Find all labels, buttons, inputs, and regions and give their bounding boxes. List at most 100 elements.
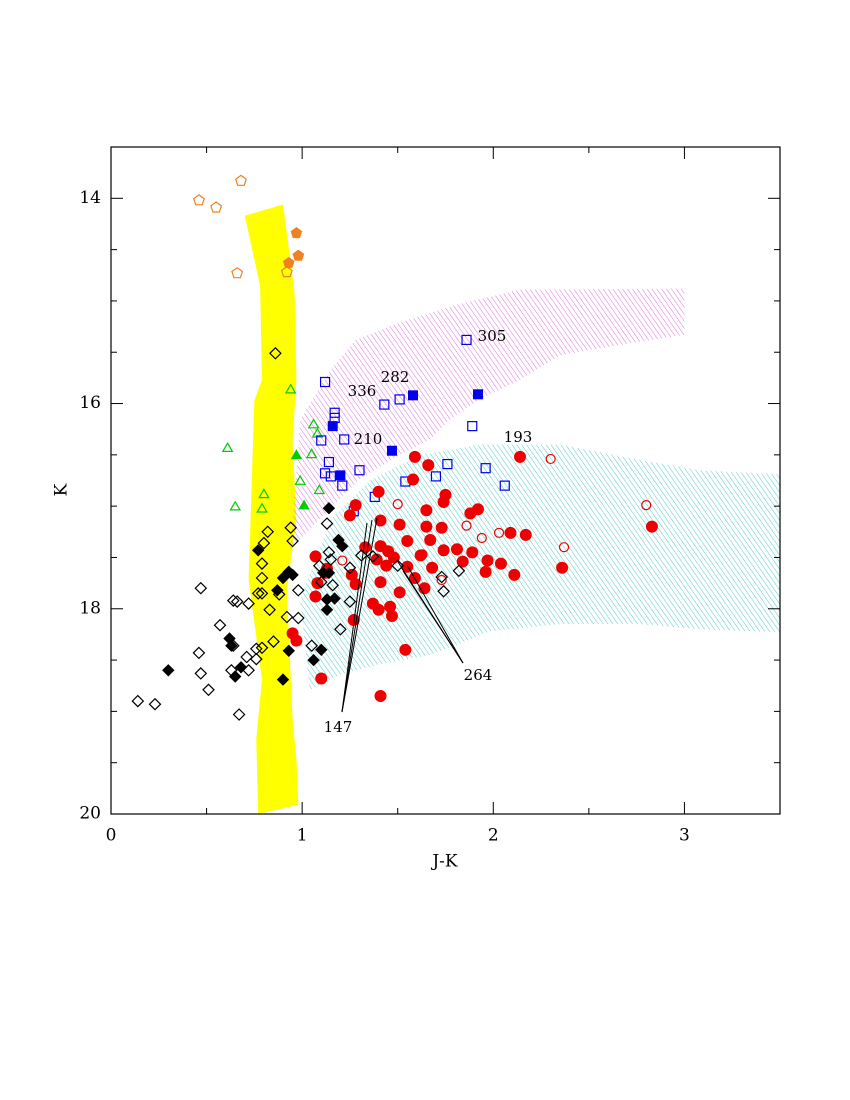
point [284, 383, 297, 394]
point [641, 500, 652, 511]
point [292, 249, 305, 261]
point [314, 575, 328, 589]
x-tick-label: 0 [106, 826, 117, 846]
point [202, 683, 215, 697]
point [328, 592, 341, 605]
plot-frame [110, 146, 781, 815]
point [316, 435, 327, 446]
point [162, 664, 175, 677]
arrow [406, 564, 464, 664]
point [255, 587, 269, 600]
point [349, 499, 362, 512]
point [309, 550, 322, 563]
annotation: 282 [381, 368, 410, 386]
point [476, 532, 487, 544]
point [372, 603, 385, 616]
point [499, 480, 510, 491]
point [450, 543, 463, 556]
annotation: 264 [464, 666, 493, 684]
point [545, 453, 556, 465]
point [269, 346, 282, 360]
region [300, 444, 780, 690]
annotation: 210 [354, 430, 383, 448]
point [234, 661, 248, 674]
point [393, 518, 406, 531]
point [343, 561, 357, 575]
point [267, 635, 280, 648]
point [290, 634, 303, 647]
point [452, 564, 466, 578]
point [326, 578, 340, 592]
point [399, 643, 412, 656]
point [437, 584, 450, 598]
point [320, 517, 334, 530]
point [414, 549, 427, 562]
y-tick-label: 14 [79, 188, 101, 208]
point [276, 571, 290, 585]
point [258, 488, 270, 499]
point [464, 507, 477, 520]
y-axis-label: K [52, 483, 72, 496]
point [343, 595, 357, 608]
point [313, 483, 326, 495]
point [226, 594, 240, 607]
point [305, 639, 319, 653]
point [255, 557, 269, 570]
point [519, 528, 532, 541]
annotation: 193 [504, 428, 533, 446]
annotation: 147 [324, 718, 353, 736]
point [240, 650, 254, 664]
point [257, 536, 271, 550]
point [322, 566, 336, 580]
point [645, 520, 658, 533]
annotation-arrows [341, 517, 464, 713]
point [307, 418, 320, 429]
point [192, 194, 205, 206]
point [311, 427, 324, 438]
point [291, 611, 305, 625]
point [290, 449, 303, 460]
point [322, 501, 336, 515]
point [307, 653, 320, 667]
point [282, 644, 296, 658]
regions [244, 204, 780, 815]
point [329, 407, 340, 418]
point [420, 520, 433, 533]
region [290, 288, 685, 550]
point [435, 521, 448, 534]
point [472, 389, 483, 400]
point [461, 334, 472, 346]
point [282, 256, 295, 268]
point [280, 610, 294, 624]
point [493, 527, 505, 538]
point [430, 471, 442, 482]
point [284, 521, 298, 535]
point [466, 546, 479, 559]
point [385, 609, 398, 622]
point [337, 480, 348, 491]
point [228, 670, 242, 683]
point [374, 689, 387, 702]
point [256, 502, 268, 513]
point [271, 584, 284, 597]
point [194, 667, 208, 680]
point [131, 694, 145, 708]
point [380, 559, 393, 572]
point [504, 526, 517, 539]
point [251, 587, 265, 600]
annotation: 305 [478, 327, 507, 345]
point [481, 554, 494, 567]
point [354, 465, 365, 476]
point [276, 673, 290, 686]
point [286, 534, 299, 548]
point [393, 586, 406, 599]
point [456, 555, 469, 568]
point [290, 227, 303, 239]
point [424, 534, 437, 547]
point [234, 174, 247, 186]
point [467, 421, 478, 432]
point [210, 201, 223, 213]
point [387, 551, 400, 564]
point [280, 265, 293, 278]
